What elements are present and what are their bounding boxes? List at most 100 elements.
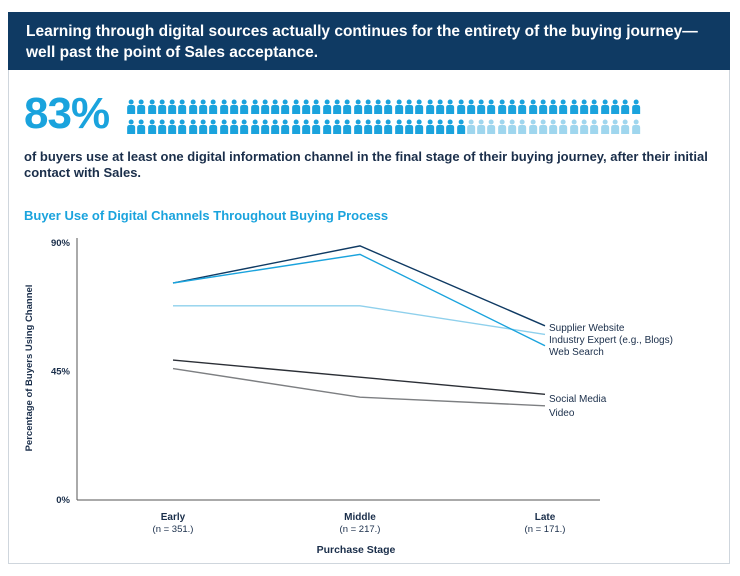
person-icon [353, 99, 362, 114]
person-icon [590, 119, 599, 134]
y-tick-label: 45% [51, 367, 71, 378]
person-icon [590, 99, 599, 114]
person-icon [508, 99, 517, 114]
person-icon [230, 119, 239, 134]
person-icon [487, 99, 496, 114]
person-icon [436, 99, 445, 114]
series-line [172, 367, 546, 407]
person-icon [333, 119, 342, 134]
person-icon [374, 99, 383, 114]
person-icon [199, 99, 208, 114]
person-icon [281, 99, 290, 114]
person-icon [405, 119, 414, 134]
person-icon [230, 99, 239, 114]
y-tick-label: 0% [56, 495, 70, 506]
person-icon [137, 99, 146, 114]
person-icon [415, 119, 424, 134]
person-icon [147, 119, 156, 134]
person-icon [322, 119, 331, 134]
person-icon [415, 99, 424, 114]
x-axis-title: Purchase Stage [317, 544, 396, 556]
person-icon [436, 119, 445, 134]
series-line [173, 305, 546, 336]
person-icon [456, 99, 465, 114]
person-icon [250, 119, 259, 134]
headline-banner: Learning through digital sources actuall… [8, 12, 730, 70]
person-icon [611, 99, 620, 114]
person-icon [425, 119, 434, 134]
person-icon [147, 99, 156, 114]
person-icon [446, 99, 455, 114]
person-icon [168, 119, 177, 134]
person-icon [219, 119, 228, 134]
people-row [126, 114, 716, 134]
person-icon [291, 119, 300, 134]
person-icon [394, 99, 403, 114]
person-icon [477, 99, 486, 114]
person-icon [209, 99, 218, 114]
chart-title: Buyer Use of Digital Channels Throughout… [24, 208, 389, 223]
x-category-label: Late [535, 512, 556, 523]
person-icon [621, 99, 630, 114]
person-icon [199, 119, 208, 134]
person-icon [374, 119, 383, 134]
series-label: Web Search [549, 347, 604, 358]
person-icon [580, 119, 589, 134]
person-icon [456, 119, 465, 134]
x-category-note: (n = 171.) [525, 524, 566, 535]
person-icon [384, 119, 393, 134]
headline-text: Learning through digital sources actuall… [26, 23, 698, 61]
person-icon [477, 119, 486, 134]
person-icon [168, 99, 177, 114]
x-category-note: (n = 351.) [153, 524, 194, 535]
person-icon [384, 99, 393, 114]
person-icon [363, 99, 372, 114]
person-icon [559, 99, 568, 114]
y-axis-title: Percentage of Buyers Using Channel [24, 285, 35, 452]
stat-percentage: 83% [24, 89, 110, 138]
person-icon [261, 119, 270, 134]
y-tick-label: 90% [51, 238, 71, 249]
person-icon [549, 99, 558, 114]
x-category-labels: Early(n = 351.) Middle(n = 217.) Late(n = … [153, 512, 566, 535]
person-icon [188, 99, 197, 114]
person-icon [302, 99, 311, 114]
person-icon [528, 99, 537, 114]
person-icon [621, 119, 630, 134]
person-icon [209, 119, 218, 134]
series-line [172, 359, 546, 395]
y-tick-labels: 0% 45% 90% [51, 238, 71, 506]
person-icon [569, 119, 578, 134]
person-icon [353, 119, 362, 134]
person-icon [549, 119, 558, 134]
person-icon [446, 119, 455, 134]
person-icon [271, 99, 280, 114]
person-icon [302, 119, 311, 134]
person-icon [240, 119, 249, 134]
series-line [172, 253, 546, 347]
person-icon [312, 99, 321, 114]
stat-description: of buyers use at least one digital infor… [24, 149, 708, 180]
person-icon [219, 99, 228, 114]
person-icon [569, 99, 578, 114]
person-icon [425, 99, 434, 114]
person-icon [178, 99, 187, 114]
person-icon [363, 119, 372, 134]
person-icon [394, 119, 403, 134]
person-icon [539, 99, 548, 114]
people-pictogram [126, 94, 716, 134]
person-icon [518, 119, 527, 134]
person-icon [250, 99, 259, 114]
people-row [126, 94, 716, 114]
person-icon [127, 99, 136, 114]
person-icon [539, 119, 548, 134]
person-icon [559, 119, 568, 134]
series-label: Social Media [549, 394, 607, 405]
person-icon [600, 119, 609, 134]
person-icon [343, 99, 352, 114]
series-label: Supplier Website [549, 323, 625, 334]
person-icon [518, 99, 527, 114]
x-category-label: Middle [344, 512, 376, 523]
x-category-label: Early [161, 512, 186, 523]
